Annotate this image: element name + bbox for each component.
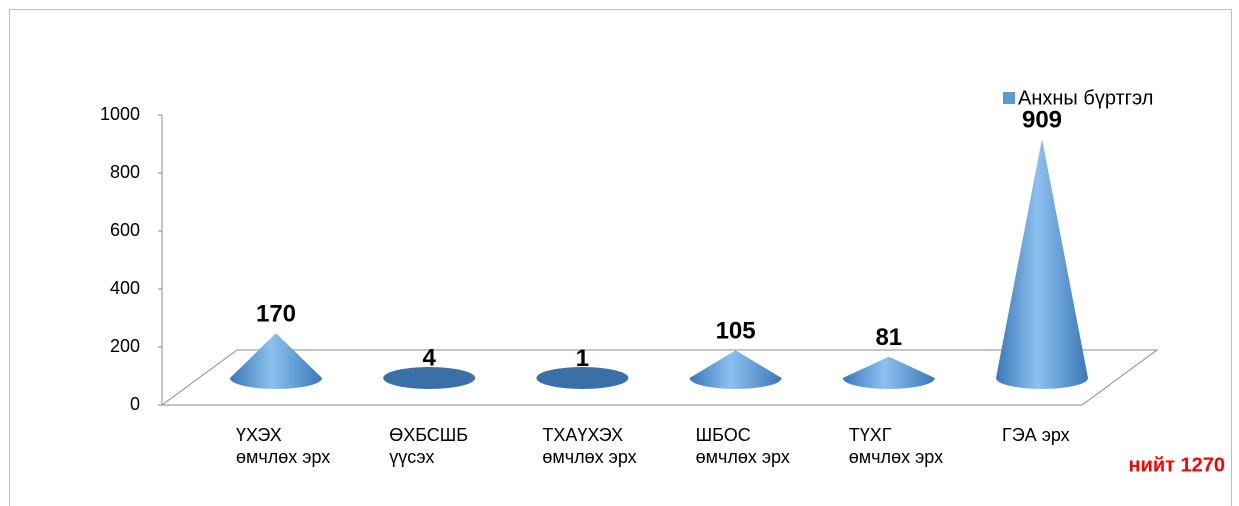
data-label: 170 — [256, 301, 296, 328]
x-tick-label: ГЭА эрх — [1002, 425, 1070, 445]
y-tick-label: 600 — [110, 220, 140, 240]
annotation: нийт 1270 — [1128, 454, 1225, 476]
cone — [842, 356, 935, 389]
data-label: 105 — [716, 318, 756, 345]
data-label: 1 — [576, 345, 589, 372]
data-label: 4 — [423, 344, 437, 371]
data-label: 81 — [875, 324, 902, 351]
x-tick-label: ТХАҮХЭХ өмчлөх эрх — [542, 425, 636, 467]
y-tick-label: 0 — [130, 394, 140, 414]
y-tick-label: 200 — [110, 336, 140, 356]
cone — [536, 367, 629, 389]
y-tick-label: 400 — [110, 278, 140, 298]
cone — [230, 333, 322, 389]
cone — [383, 367, 476, 389]
legend-label: Анхны бүртгэл — [1018, 87, 1153, 109]
y-tick-label: 1000 — [100, 104, 140, 124]
cone — [689, 350, 782, 389]
legend-swatch — [1003, 92, 1015, 104]
cone — [996, 138, 1088, 389]
y-tick-label: 800 — [110, 162, 140, 182]
x-tick-label: ӨХБСШБ үүсэх — [389, 425, 468, 467]
x-tick-label: ШБОС өмчлөх эрх — [696, 425, 790, 467]
chart-border — [9, 9, 1232, 506]
floor — [160, 349, 1159, 406]
data-label: 909 — [1022, 106, 1062, 133]
x-tick-label: ҮХЭХ өмчлөх эрх — [236, 425, 330, 467]
x-tick-label: ТҮХГ өмчлөх эрх — [849, 425, 943, 467]
